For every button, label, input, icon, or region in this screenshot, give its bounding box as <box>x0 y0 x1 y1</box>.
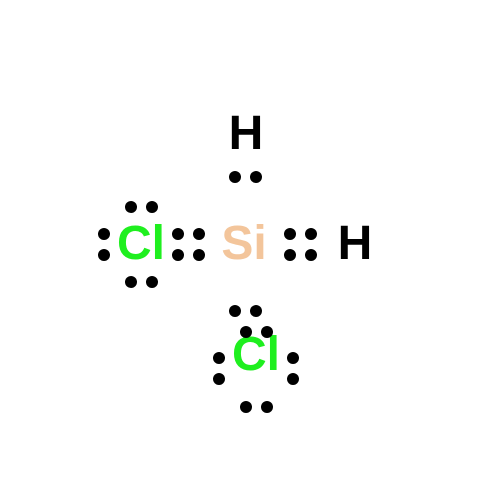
electron-dot <box>284 228 296 240</box>
atom-cl-bot: Cl <box>232 331 280 379</box>
electron-dot <box>287 373 299 385</box>
electron-dot <box>240 401 252 413</box>
electron-dot <box>305 249 317 261</box>
electron-dot <box>229 171 241 183</box>
electron-dot <box>125 201 137 213</box>
electron-dot <box>250 305 262 317</box>
electron-dot <box>284 249 296 261</box>
electron-dot <box>172 228 184 240</box>
electron-dot <box>213 373 225 385</box>
electron-dot <box>250 171 262 183</box>
electron-dot <box>146 201 158 213</box>
electron-dot <box>98 228 110 240</box>
atom-cl-left: Cl <box>117 220 165 268</box>
electron-dot <box>213 352 225 364</box>
electron-dot <box>125 276 137 288</box>
electron-dot <box>261 326 273 338</box>
electron-dot <box>229 305 241 317</box>
electron-dot <box>98 249 110 261</box>
atom-h-top: H <box>229 110 264 158</box>
electron-dot <box>193 249 205 261</box>
electron-dot <box>261 401 273 413</box>
electron-dot <box>240 326 252 338</box>
electron-dot <box>172 249 184 261</box>
atom-si: Si <box>221 220 266 268</box>
atom-h-right: H <box>338 220 373 268</box>
electron-dot <box>193 228 205 240</box>
electron-dot <box>287 352 299 364</box>
electron-dot <box>146 276 158 288</box>
electron-dot <box>305 228 317 240</box>
